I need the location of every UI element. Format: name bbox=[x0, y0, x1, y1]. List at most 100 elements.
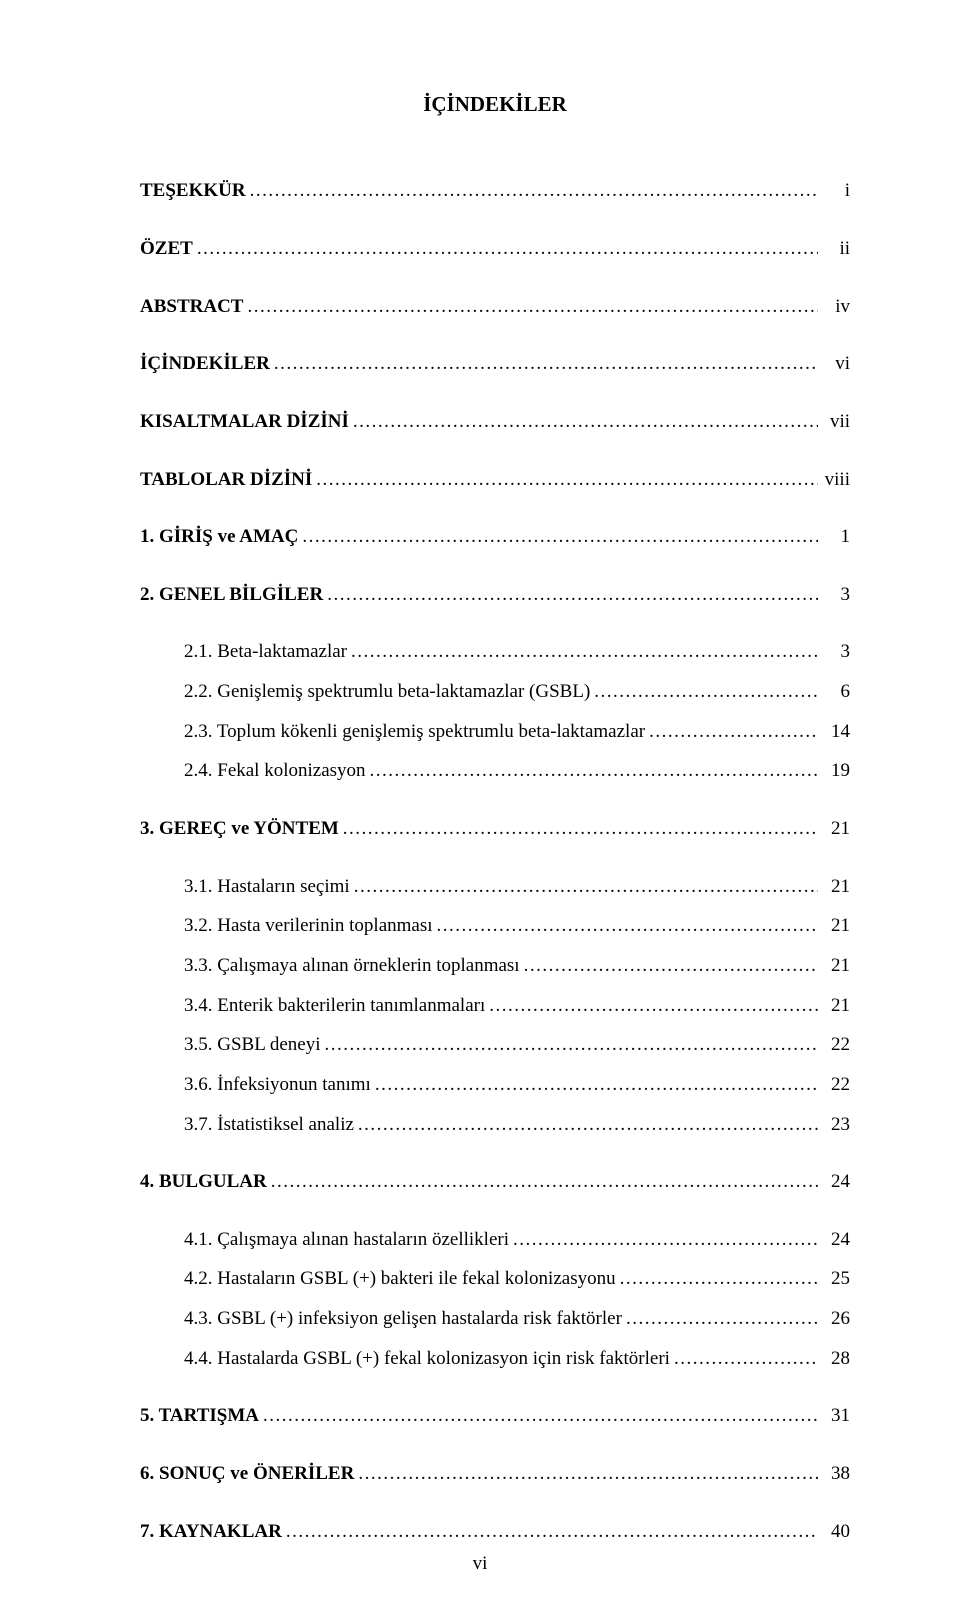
toc-entry: 4. BULGULAR 24 bbox=[140, 1169, 850, 1195]
toc-leader-dots bbox=[197, 236, 818, 262]
toc-entry-label: 4.4. Hastalarda GSBL (+) fekal kolonizas… bbox=[184, 1346, 670, 1372]
toc-entry-label: 3.5. GSBL deneyi bbox=[184, 1032, 321, 1058]
toc-entry-page: 3 bbox=[822, 582, 850, 608]
toc-entry: 2.2. Genişlemiş spektrumlu beta-laktamaz… bbox=[140, 679, 850, 705]
toc-entry-page: 24 bbox=[822, 1227, 850, 1253]
toc-entry: 3.5. GSBL deneyi 22 bbox=[140, 1032, 850, 1058]
toc-list: TEŞEKKÜRiÖZETiiABSTRACTivİÇİNDEKİLERviKI… bbox=[140, 178, 850, 1544]
toc-leader-dots bbox=[353, 409, 818, 435]
toc-entry: ABSTRACT iv bbox=[140, 294, 850, 320]
document-page: İÇİNDEKİLER TEŞEKKÜRiÖZETiiABSTRACTivİÇİ… bbox=[0, 0, 960, 1618]
toc-entry: 6. SONUÇ ve ÖNERİLER 38 bbox=[140, 1461, 850, 1487]
toc-leader-dots bbox=[250, 178, 818, 204]
toc-entry: 2.4. Fekal kolonizasyon19 bbox=[140, 758, 850, 784]
toc-entry: 2.3. Toplum kökenli genişlemiş spektruml… bbox=[140, 719, 850, 745]
toc-entry: 2. GENEL BİLGİLER 3 bbox=[140, 582, 850, 608]
toc-entry-label: 3.3. Çalışmaya alınan örneklerin toplanm… bbox=[184, 953, 520, 979]
toc-leader-dots bbox=[302, 524, 818, 550]
toc-entry-page: 31 bbox=[822, 1403, 850, 1429]
toc-entry-label: KISALTMALAR DİZİNİ bbox=[140, 409, 349, 435]
toc-entry: 3.7. İstatistiksel analiz23 bbox=[140, 1112, 850, 1138]
toc-entry: 4.3. GSBL (+) infeksiyon gelişen hastala… bbox=[140, 1306, 850, 1332]
toc-entry-label: 2.1. Beta-laktamazlar bbox=[184, 639, 347, 665]
toc-entry-page: 24 bbox=[822, 1169, 850, 1195]
toc-entry-page: 40 bbox=[822, 1519, 850, 1545]
toc-entry-label: TABLOLAR DİZİNİ bbox=[140, 467, 312, 493]
toc-entry: 1. GİRİŞ ve AMAÇ 1 bbox=[140, 524, 850, 550]
toc-leader-dots bbox=[325, 1032, 818, 1058]
toc-leader-dots bbox=[489, 993, 818, 1019]
toc-leader-dots bbox=[620, 1266, 818, 1292]
toc-leader-dots bbox=[274, 351, 818, 377]
toc-entry-label: İÇİNDEKİLER bbox=[140, 351, 270, 377]
page-footer: vi bbox=[0, 1551, 960, 1577]
toc-entry: 3.2. Hasta verilerinin toplanması21 bbox=[140, 913, 850, 939]
toc-leader-dots bbox=[370, 758, 818, 784]
toc-leader-dots bbox=[674, 1346, 818, 1372]
toc-entry-label: 6. SONUÇ ve ÖNERİLER bbox=[140, 1461, 354, 1487]
toc-entry-label: 2. GENEL BİLGİLER bbox=[140, 582, 323, 608]
toc-entry-page: viii bbox=[822, 467, 850, 493]
toc-entry-label: 2.3. Toplum kökenli genişlemiş spektruml… bbox=[184, 719, 645, 745]
toc-entry: 3.3. Çalışmaya alınan örneklerin toplanm… bbox=[140, 953, 850, 979]
toc-entry-page: 21 bbox=[822, 913, 850, 939]
toc-entry-page: 21 bbox=[822, 953, 850, 979]
toc-leader-dots bbox=[343, 816, 818, 842]
toc-leader-dots bbox=[263, 1403, 818, 1429]
toc-leader-dots bbox=[594, 679, 818, 705]
toc-leader-dots bbox=[354, 874, 818, 900]
toc-entry-label: ABSTRACT bbox=[140, 294, 243, 320]
toc-leader-dots bbox=[358, 1461, 818, 1487]
toc-leader-dots bbox=[626, 1306, 818, 1332]
toc-entry-label: 2.2. Genişlemiş spektrumlu beta-laktamaz… bbox=[184, 679, 590, 705]
toc-entry: 3. GEREÇ ve YÖNTEM21 bbox=[140, 816, 850, 842]
toc-entry: İÇİNDEKİLER vi bbox=[140, 351, 850, 377]
toc-entry: 3.1. Hastaların seçimi21 bbox=[140, 874, 850, 900]
toc-entry-page: 21 bbox=[822, 874, 850, 900]
toc-leader-dots bbox=[327, 582, 818, 608]
toc-entry-page: 22 bbox=[822, 1032, 850, 1058]
toc-entry-page: i bbox=[822, 178, 850, 204]
toc-entry-label: 4.1. Çalışmaya alınan hastaların özellik… bbox=[184, 1227, 509, 1253]
toc-leader-dots bbox=[524, 953, 818, 979]
toc-entry-page: 3 bbox=[822, 639, 850, 665]
toc-entry: 2.1. Beta-laktamazlar 3 bbox=[140, 639, 850, 665]
toc-entry-page: 25 bbox=[822, 1266, 850, 1292]
toc-entry-page: iv bbox=[822, 294, 850, 320]
toc-entry: 7. KAYNAKLAR 40 bbox=[140, 1519, 850, 1545]
toc-entry: 3.6. İnfeksiyonun tanımı 22 bbox=[140, 1072, 850, 1098]
toc-entry-page: ii bbox=[822, 236, 850, 262]
toc-entry: 3.4. Enterik bakterilerin tanımlanmaları… bbox=[140, 993, 850, 1019]
toc-entry-label: 4. BULGULAR bbox=[140, 1169, 267, 1195]
toc-entry-label: 4.3. GSBL (+) infeksiyon gelişen hastala… bbox=[184, 1306, 622, 1332]
toc-entry-page: 23 bbox=[822, 1112, 850, 1138]
toc-entry-page: 22 bbox=[822, 1072, 850, 1098]
toc-entry-page: vi bbox=[822, 351, 850, 377]
toc-entry-page: 21 bbox=[822, 816, 850, 842]
toc-entry-page: 38 bbox=[822, 1461, 850, 1487]
toc-entry-page: 19 bbox=[822, 758, 850, 784]
toc-entry-page: 28 bbox=[822, 1346, 850, 1372]
toc-leader-dots bbox=[358, 1112, 818, 1138]
toc-entry-label: 7. KAYNAKLAR bbox=[140, 1519, 282, 1545]
toc-entry-label: 4.2. Hastaların GSBL (+) bakteri ile fek… bbox=[184, 1266, 616, 1292]
toc-entry: 4.4. Hastalarda GSBL (+) fekal kolonizas… bbox=[140, 1346, 850, 1372]
page-title: İÇİNDEKİLER bbox=[140, 90, 850, 118]
toc-entry: 4.2. Hastaların GSBL (+) bakteri ile fek… bbox=[140, 1266, 850, 1292]
toc-entry-page: 6 bbox=[822, 679, 850, 705]
toc-leader-dots bbox=[351, 639, 818, 665]
toc-leader-dots bbox=[375, 1072, 818, 1098]
toc-entry-page: 14 bbox=[822, 719, 850, 745]
toc-entry-label: 3.4. Enterik bakterilerin tanımlanmaları bbox=[184, 993, 485, 1019]
toc-entry-label: 3.6. İnfeksiyonun tanımı bbox=[184, 1072, 371, 1098]
toc-leader-dots bbox=[649, 719, 818, 745]
toc-entry-page: vii bbox=[822, 409, 850, 435]
toc-entry: 4.1. Çalışmaya alınan hastaların özellik… bbox=[140, 1227, 850, 1253]
toc-leader-dots bbox=[316, 467, 818, 493]
toc-entry: 5. TARTIŞMA31 bbox=[140, 1403, 850, 1429]
toc-leader-dots bbox=[513, 1227, 818, 1253]
toc-leader-dots bbox=[271, 1169, 818, 1195]
toc-entry-page: 1 bbox=[822, 524, 850, 550]
toc-entry-label: 1. GİRİŞ ve AMAÇ bbox=[140, 524, 298, 550]
toc-entry: ÖZETii bbox=[140, 236, 850, 262]
